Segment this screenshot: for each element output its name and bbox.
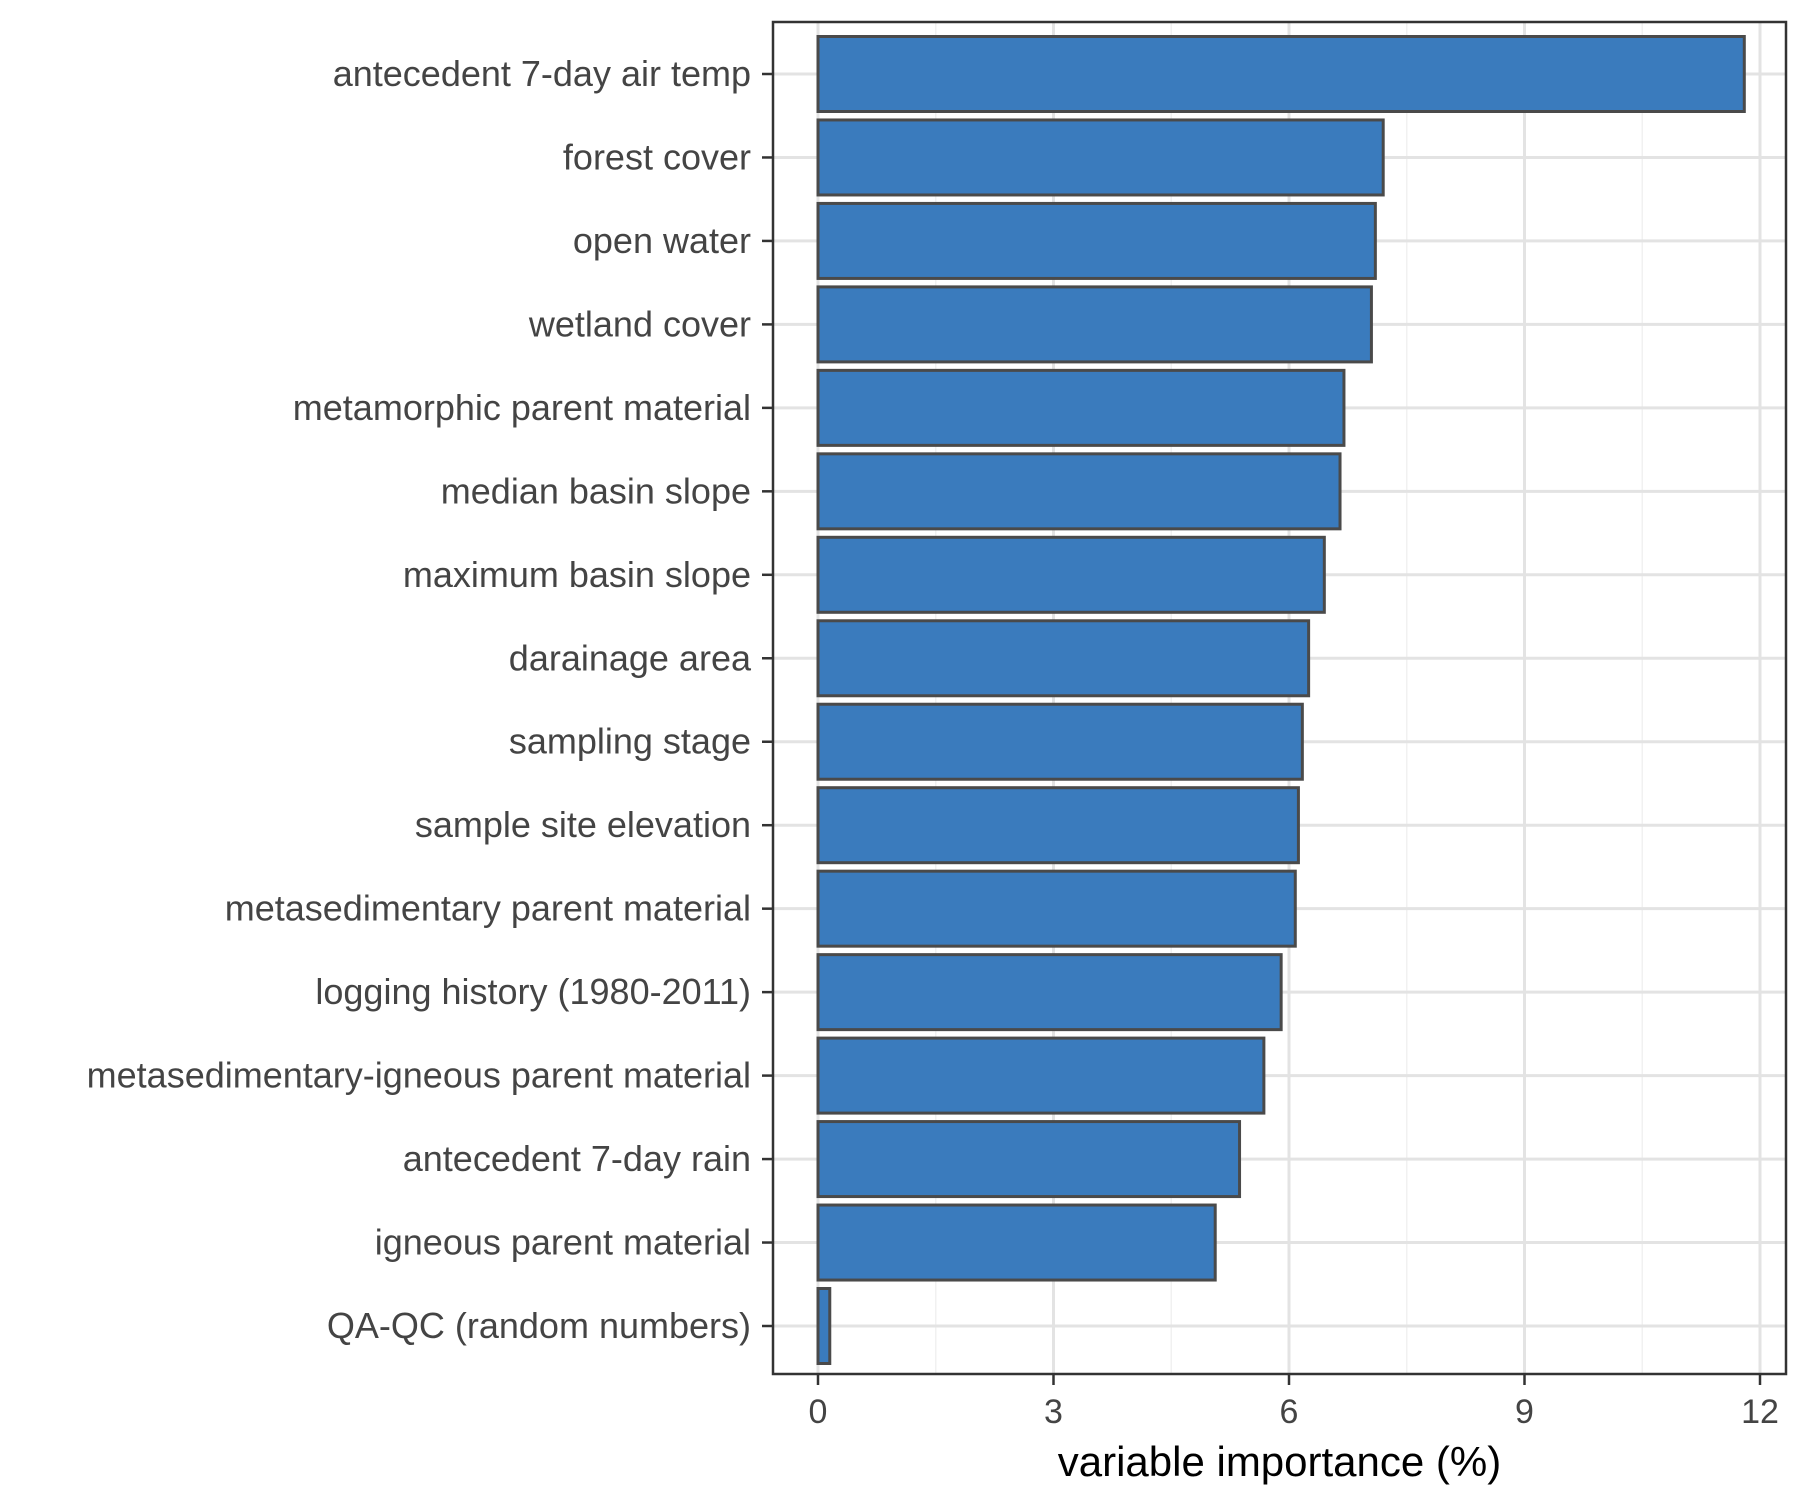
x-tick-label: 9 [1515, 1393, 1534, 1431]
y-tick-label: open water [573, 220, 751, 261]
bar [816, 35, 1746, 113]
y-axis: antecedent 7-day air temp forest cover ope… [87, 53, 773, 1346]
y-tick-label: metamorphic parent material [293, 387, 751, 428]
x-axis: 0 3 6 9 12 [809, 1374, 1779, 1431]
x-tick-label: 3 [1044, 1393, 1063, 1431]
x-axis-title: variable importance (%) [1058, 1438, 1502, 1485]
bar [816, 1036, 1266, 1115]
y-tick-label: sampling stage [509, 721, 751, 762]
bar [816, 869, 1297, 948]
y-tick-label: QA-QC (random numbers) [327, 1305, 751, 1346]
bar [816, 535, 1326, 614]
bars [816, 35, 1746, 1365]
x-tick-label: 12 [1741, 1393, 1779, 1431]
bar [816, 953, 1283, 1032]
y-tick-label: igneous parent material [375, 1222, 751, 1263]
y-tick-label: antecedent 7-day air temp [333, 53, 751, 94]
y-tick-label: forest cover [563, 136, 751, 177]
bar [816, 118, 1385, 197]
bar [816, 619, 1311, 698]
y-tick-label: metasedimentary-igneous parent material [87, 1055, 751, 1096]
x-tick-label: 0 [809, 1393, 828, 1431]
x-tick-label: 6 [1280, 1393, 1299, 1431]
bar [816, 1287, 832, 1365]
bar [816, 452, 1342, 531]
panel-border [771, 20, 1788, 1376]
y-tick-label: antecedent 7-day rain [403, 1138, 751, 1179]
y-tick-label: sample site elevation [415, 804, 751, 845]
bar [816, 702, 1304, 781]
y-tick-label: maximum basin slope [403, 554, 751, 595]
y-tick-label: logging history (1980-2011) [315, 971, 751, 1012]
bar [816, 368, 1346, 447]
y-tick-label: wetland cover [528, 303, 751, 344]
bar [816, 786, 1300, 865]
y-tick-label: median basin slope [441, 470, 751, 511]
y-tick-label: darainage area [509, 637, 752, 678]
bar [816, 1203, 1217, 1282]
bar [816, 285, 1373, 364]
bar [816, 201, 1377, 280]
bar [816, 1120, 1242, 1199]
y-tick-label: metasedimentary parent material [225, 888, 751, 929]
